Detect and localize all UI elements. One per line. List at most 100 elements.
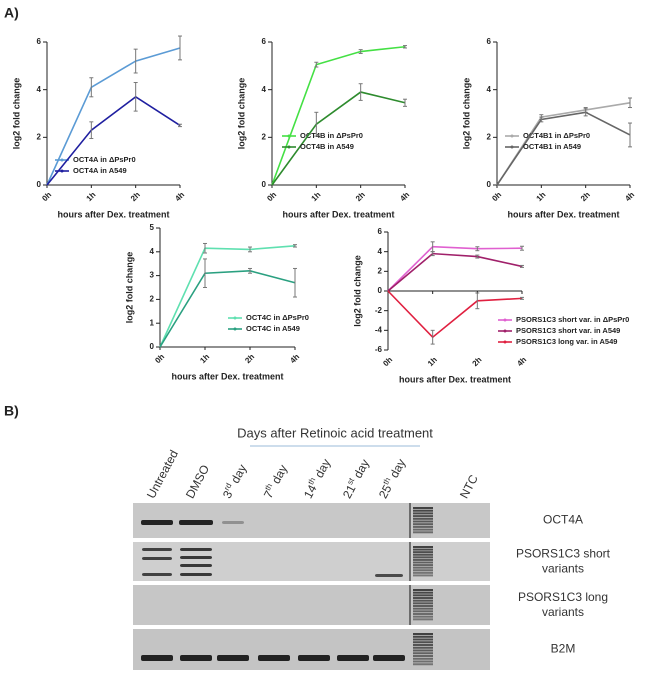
ladder-band bbox=[413, 551, 433, 554]
x-tick-label: 2h bbox=[243, 352, 256, 365]
row-label: variants bbox=[542, 605, 584, 619]
ladder-band bbox=[413, 569, 433, 572]
y-axis-title: log2 fold change bbox=[461, 78, 471, 150]
lane-label-tail: day bbox=[310, 457, 333, 484]
legend-marker bbox=[233, 316, 237, 320]
legend-marker bbox=[60, 158, 64, 162]
y-tick-label: 4 bbox=[37, 85, 42, 94]
legend-label: PSORS1C3 long var. in A549 bbox=[516, 337, 617, 346]
x-tick-label: 4h bbox=[288, 352, 301, 365]
series-line bbox=[159, 245, 296, 348]
y-tick-label: 4 bbox=[378, 247, 383, 256]
gel-band bbox=[298, 655, 330, 661]
gel-band bbox=[180, 573, 212, 576]
gel-band bbox=[180, 548, 212, 551]
x-tick-label: 4h bbox=[173, 190, 186, 203]
y-tick-label: 0 bbox=[262, 180, 267, 189]
gel-title: Days after Retinoic acid treatment bbox=[237, 425, 433, 440]
error-bar bbox=[133, 82, 138, 112]
lane-label-sup: st bbox=[345, 476, 356, 486]
ladder-band bbox=[413, 605, 433, 607]
x-tick-label: 2h bbox=[471, 355, 484, 368]
error-bar bbox=[430, 251, 435, 257]
ladder-band bbox=[413, 509, 433, 512]
y-tick-label: -2 bbox=[375, 306, 383, 315]
legend-label: OCT4C in ΔPsPr0 bbox=[246, 313, 309, 322]
lane-label-sup: th bbox=[263, 482, 274, 492]
x-axis-title: hours after Dex. treatment bbox=[57, 209, 169, 219]
lane-label-sup: rd bbox=[222, 482, 233, 493]
ladder-band bbox=[413, 633, 433, 635]
ladder-band bbox=[413, 564, 433, 567]
legend-marker bbox=[503, 340, 507, 344]
y-tick-label: -6 bbox=[375, 345, 383, 354]
error-bar bbox=[89, 77, 94, 98]
error-bar bbox=[314, 61, 319, 68]
x-tick-label: 2h bbox=[579, 190, 592, 203]
error-bar bbox=[133, 48, 138, 74]
error-bar bbox=[248, 246, 252, 253]
legend-label: OCT4B1 in ΔPsPr0 bbox=[523, 131, 590, 140]
lane-label-base: Untreated bbox=[144, 448, 181, 501]
series-line bbox=[387, 245, 523, 292]
series-line bbox=[271, 45, 406, 186]
y-tick-label: 4 bbox=[262, 85, 267, 94]
legend-marker bbox=[503, 318, 507, 322]
y-tick-label: 1 bbox=[150, 318, 155, 327]
gel-band bbox=[180, 556, 212, 559]
y-tick-label: 4 bbox=[150, 247, 155, 256]
row-label: PSORS1C3 long bbox=[518, 590, 608, 604]
error-bar bbox=[475, 292, 480, 310]
legend-marker bbox=[287, 134, 291, 138]
ladder-band bbox=[413, 566, 433, 569]
x-tick-label: 0h bbox=[40, 190, 53, 203]
row-label: PSORS1C3 short bbox=[516, 547, 611, 561]
legend-label: PSORS1C3 short var. in A549 bbox=[516, 326, 620, 335]
ladder-band bbox=[413, 655, 433, 657]
error-bar bbox=[430, 329, 435, 345]
ladder-band bbox=[413, 546, 433, 548]
legend-marker bbox=[60, 169, 64, 173]
y-axis-title: log2 fold change bbox=[11, 78, 21, 150]
y-axis-title: log2 fold change bbox=[236, 78, 246, 150]
gel-band bbox=[217, 655, 249, 661]
row-label: B2M bbox=[551, 642, 576, 656]
error-bar bbox=[178, 123, 182, 128]
error-bar bbox=[628, 97, 632, 109]
ladder-band bbox=[413, 556, 433, 559]
x-tick-label: 4h bbox=[623, 190, 636, 203]
y-tick-label: 2 bbox=[262, 132, 267, 141]
x-tick-label: 1h bbox=[426, 355, 439, 368]
x-axis-title: hours after Dex. treatment bbox=[282, 209, 394, 219]
error-bar bbox=[248, 267, 252, 274]
ladder-band bbox=[413, 646, 433, 649]
y-tick-label: 6 bbox=[487, 37, 492, 46]
error-bar bbox=[520, 264, 524, 268]
x-tick-label: 2h bbox=[129, 190, 142, 203]
error-bar bbox=[314, 111, 319, 137]
error-bar bbox=[89, 121, 94, 140]
lane-label-tail: day bbox=[385, 457, 408, 484]
ladder-band bbox=[413, 528, 433, 531]
lane-label-base: NTC bbox=[457, 472, 481, 501]
error-bar bbox=[358, 49, 363, 54]
ladder-band bbox=[413, 589, 433, 591]
row-label: OCT4A bbox=[543, 513, 583, 527]
series-line bbox=[271, 91, 406, 186]
y-tick-label: 2 bbox=[37, 132, 42, 141]
lane-label-sup: th bbox=[381, 476, 392, 486]
legend-label: PSORS1C3 short var. in ΔPsPr0 bbox=[516, 315, 629, 324]
gel-band bbox=[142, 548, 172, 551]
gel-band bbox=[180, 655, 212, 661]
lane-label: 14th day bbox=[300, 456, 333, 501]
row-label: variants bbox=[542, 562, 584, 576]
error-bar bbox=[475, 246, 480, 252]
error-bar bbox=[583, 108, 588, 117]
x-tick-label: 4h bbox=[398, 190, 411, 203]
lane-label: Untreated bbox=[144, 448, 181, 501]
ladder-band bbox=[413, 638, 433, 641]
series-line bbox=[46, 95, 181, 186]
lane-label-base: DMSO bbox=[183, 463, 212, 501]
